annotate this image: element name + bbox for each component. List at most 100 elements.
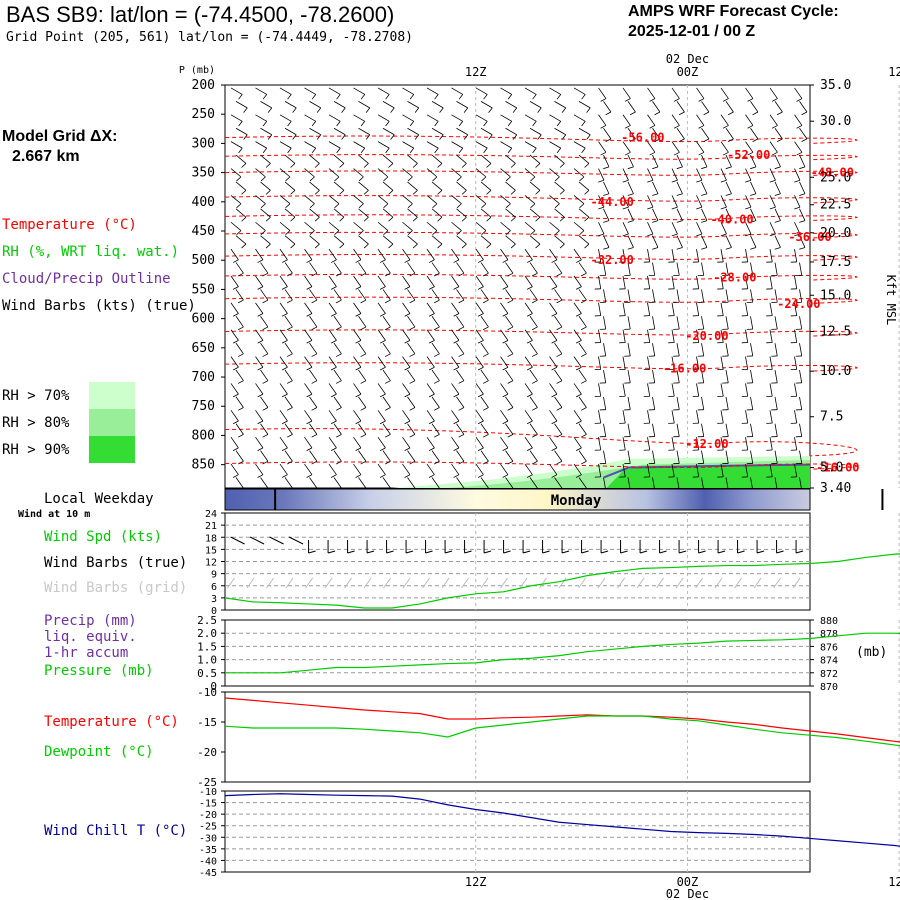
barb-flag [481, 230, 487, 235]
barb-flag [481, 176, 487, 182]
barb-staff [353, 302, 362, 314]
wind-barb [402, 221, 413, 235]
surface-barb-true [386, 540, 394, 554]
wind-barb [382, 316, 391, 331]
wind-barb [750, 101, 759, 116]
barb-staff [603, 316, 607, 330]
barb-flag [316, 134, 322, 140]
wind-barb [741, 275, 749, 290]
wind-barb [643, 410, 651, 424]
wind-barb [668, 437, 675, 451]
barb-staff [500, 114, 512, 122]
barb-flag [796, 98, 803, 102]
barb-staff [578, 127, 591, 136]
wind-barb [794, 168, 801, 183]
barb-staff [480, 208, 492, 218]
wind-barb [717, 410, 724, 424]
wind-barb [309, 235, 320, 249]
barb-staff [774, 101, 783, 113]
barb-flag [360, 94, 366, 100]
barb-staff [647, 356, 651, 370]
barb-staff [774, 262, 778, 276]
barb-staff [475, 410, 484, 422]
barb-flag [257, 420, 264, 425]
barb-staff [260, 101, 272, 109]
barb-staff [235, 262, 244, 274]
barb-staff [328, 221, 340, 231]
barb-flag [290, 163, 296, 168]
barb-staff [230, 141, 243, 149]
barb-staff [524, 436, 533, 449]
barb-staff [284, 101, 297, 109]
wind-barb [480, 101, 493, 113]
barb-staff [720, 249, 724, 262]
barb-staff [269, 536, 284, 545]
barb-staff [426, 248, 435, 260]
barb-flag [698, 125, 705, 129]
wind-barb [676, 154, 683, 170]
barb-flag [412, 190, 418, 195]
precip-panel-ytick-5: 2.5 [197, 614, 217, 627]
wind-barb [309, 208, 320, 222]
wind-barb [696, 195, 703, 210]
barb-flag [407, 176, 413, 182]
barb-flag [384, 299, 391, 304]
wind-barb [720, 222, 727, 237]
barb-flag [262, 147, 268, 154]
wind-barb [255, 275, 264, 290]
barb-flag [482, 299, 489, 304]
wind-barb [328, 329, 337, 344]
barb-staff [622, 275, 626, 289]
wind-barb [603, 154, 610, 170]
barb-flag [404, 313, 411, 317]
wind-barb [353, 168, 364, 182]
barb-flag [409, 147, 415, 154]
wind-barb [500, 248, 509, 263]
wind-barb [328, 302, 337, 317]
barb-staff [647, 168, 654, 181]
barb-staff [720, 383, 724, 397]
barb-flag [404, 447, 411, 451]
barb-flag [335, 326, 342, 331]
barb-staff [309, 101, 321, 109]
wind-barb [431, 369, 440, 384]
barb-flag [267, 107, 273, 113]
barb-staff [255, 248, 264, 260]
barb-staff [255, 87, 267, 95]
barb-staff [500, 356, 509, 368]
barb-flag [355, 420, 362, 425]
barb-flag [581, 147, 586, 154]
barb-staff [701, 208, 708, 221]
wind-barb [795, 450, 803, 465]
barb-flag [237, 407, 244, 411]
windchill-panel-frame [224, 790, 811, 873]
barb-flag [379, 366, 386, 371]
wind-barb [529, 423, 538, 438]
barb-flag [407, 230, 413, 235]
surface-barb-grid [363, 577, 372, 589]
p-tick-3: 350 [192, 166, 215, 181]
barb-staff [725, 369, 729, 383]
wind-barb [599, 450, 607, 465]
wind-barb [697, 316, 705, 330]
barb-staff [598, 141, 607, 153]
barb-flag [330, 340, 337, 344]
wind-barb [643, 383, 651, 397]
barb-flag [285, 203, 291, 209]
legend-barbs-grid: Wind Barbs (grid) [44, 580, 188, 596]
barb-flag [584, 163, 590, 168]
barb-flag [461, 243, 467, 249]
wind-barb [524, 221, 536, 235]
barb-staff [235, 477, 244, 489]
wind-barb [284, 262, 293, 277]
barb-flag [281, 340, 288, 344]
barb-staff [549, 410, 558, 422]
barb-staff [647, 329, 651, 343]
barb-flag [363, 243, 369, 249]
wind-barb [235, 342, 244, 357]
wind-barb [407, 235, 418, 249]
barb-staff [279, 141, 292, 149]
temp-contour-1 [224, 154, 858, 161]
wind-barb [790, 356, 798, 371]
barb-staff [426, 141, 439, 149]
